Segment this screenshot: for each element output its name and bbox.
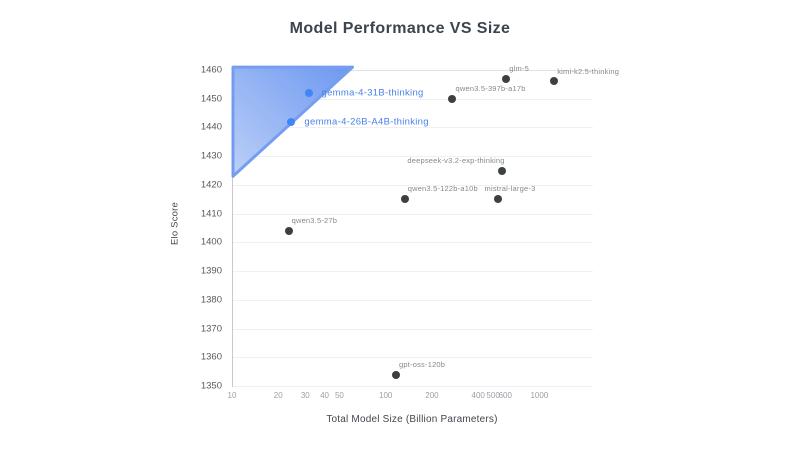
y-tick-label: 1410 [200,208,222,220]
y-tick-label: 1430 [200,150,222,162]
gridline-1380 [233,299,593,301]
data-point-gemma-4-26B-A4B-thinking [287,117,296,126]
data-point-label-gpt-oss-120b: gpt-oss-120b [399,359,446,369]
y-tick-label: 1360 [200,351,222,363]
gridline-1410 [233,213,593,215]
gridline-1390 [233,271,593,273]
plot-area: gemma-4-31B-thinking gemma-4-26B-A4B-thin… [231,64,619,387]
x-tick-label: 100 [378,391,393,400]
y-tick-label: 1380 [200,294,222,306]
gridline-1430 [233,156,593,158]
data-point-mistral-large-3 [493,195,502,204]
gridline-1450 [233,98,593,100]
data-point-label-gemma-4-31B-thinking: gemma-4-31B-thinking [321,87,424,99]
x-tick-label: 200 [425,391,439,400]
y-tick-label: 1370 [200,323,222,335]
gridline-1370 [233,328,593,330]
x-tick-label: 40 [320,391,329,400]
y-tick-label: 1390 [200,265,222,277]
data-point-label-kimi-k2.5-thinking: kimi-k2.5-thinking [557,66,620,76]
y-tick-label: 1350 [200,380,222,392]
data-point-kimi-k2.5-thinking [550,77,559,86]
data-point-label-gemma-4-26B-A4B-thinking: gemma-4-26B-A4B-thinking [304,116,429,128]
x-tick-label: 50 [334,391,344,400]
x-tick-label: 600 [498,391,512,400]
data-point-label-qwen3.5-122b-a10b: qwen3.5-122b-a10b [407,184,478,194]
data-point-qwen3.5-397b-a17b [448,94,457,103]
data-point-gemma-4-31B-thinking [304,88,313,97]
y-tick-label: 1420 [200,179,222,191]
x-tick-label: 1000 [530,391,549,400]
x-tick-label: 10 [227,391,237,400]
data-point-label-qwen3.5-397b-a17b: qwen3.5-397b-a17b [455,83,526,93]
y-tick-label: 1440 [200,121,222,133]
y-tick-label: 1450 [200,93,222,105]
data-point-qwen3.5-27b [284,226,293,235]
x-tick-label: 30 [300,391,310,400]
y-tick-label: 1460 [200,64,222,76]
x-tick-label: 20 [273,391,283,400]
gridline-1420 [233,184,593,186]
gridline-1360 [233,357,593,359]
data-point-label-glm-5: glm-5 [509,63,530,73]
y-axis-title: Elo Score [169,202,181,245]
data-point-label-mistral-large-3: mistral-large-3 [484,184,536,194]
data-point-gpt-oss-120b [392,370,400,379]
data-point-label-deepseek-v3.2-exp-thinking: deepseek-v3.2-exp-thinking [407,155,505,165]
gridline-1350 [233,386,593,387]
gridline-1460 [233,70,593,71]
data-point-deepseek-v3.2-exp-thinking [497,166,506,175]
x-axis-title: Total Model Size (Billion Parameters) [326,414,498,425]
chart-title: Model Performance VS Size [289,20,511,37]
gridline-1440 [233,127,593,129]
gridline-1400 [233,242,593,244]
x-tick-label: 500 [486,391,500,400]
data-point-glm-5 [502,74,511,83]
data-point-qwen3.5-122b-a10b [400,195,409,204]
x-tick-label: 400 [471,391,485,400]
data-point-label-qwen3.5-27b: qwen3.5-27b [291,215,338,225]
y-tick-label: 1400 [200,236,222,248]
